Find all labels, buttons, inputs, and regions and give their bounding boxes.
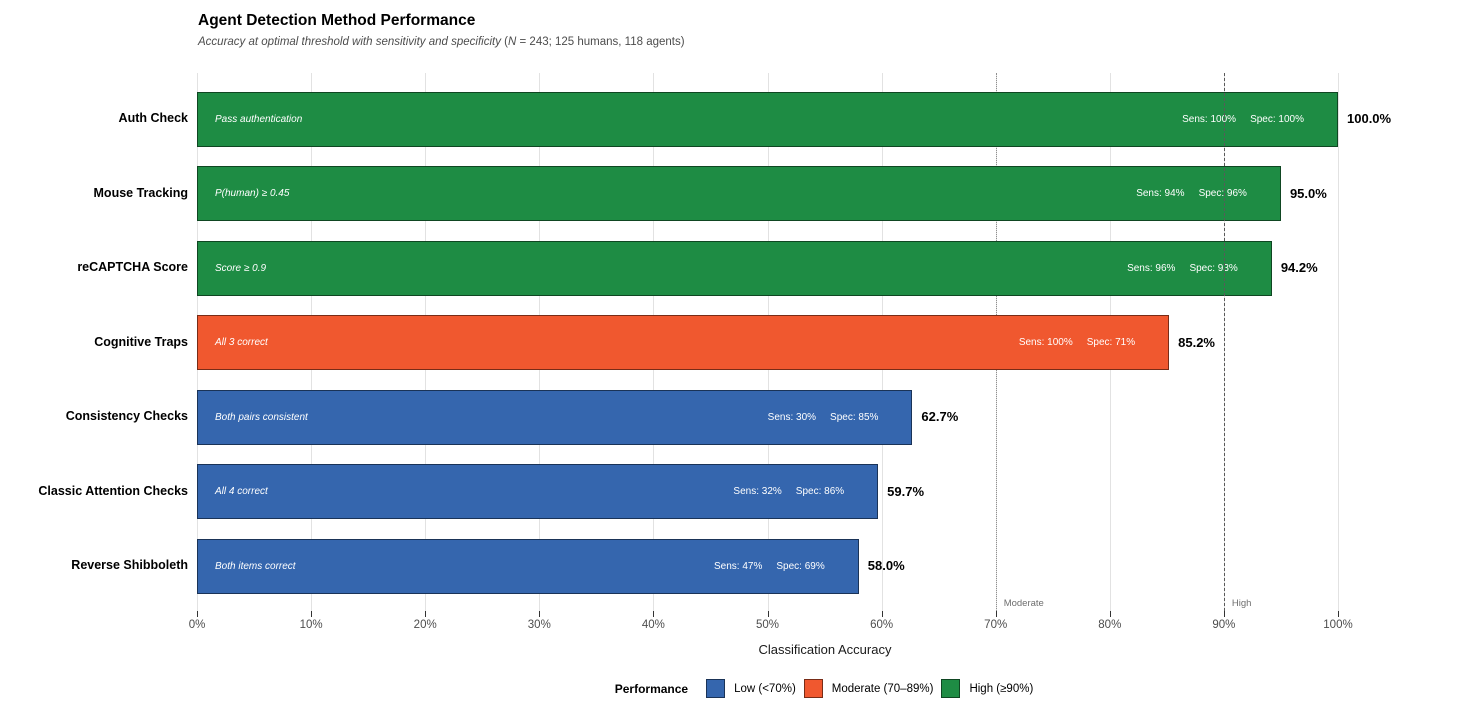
- x-tick-label: 40%: [641, 619, 665, 631]
- subtitle-n-symbol: N: [508, 36, 517, 48]
- sensitivity-value: Sens: 100%: [1182, 113, 1237, 125]
- legend-item-high: High (≥90%): [941, 679, 1033, 698]
- x-tick-label: 50%: [755, 619, 780, 631]
- bar-mouse-tracking: P(human) ≥ 0.45 Sens: 94% Spec: 96%: [197, 166, 1281, 222]
- x-tick: [197, 611, 198, 617]
- legend-label-high: High (≥90%): [969, 682, 1034, 695]
- bar-value-label: 100.0%: [1347, 111, 1392, 127]
- bar-sens-spec-label: Sens: 100% Spec: 100%: [1182, 114, 1304, 125]
- category-label-auth-check: Auth Check: [118, 111, 188, 126]
- threshold-label-high: High: [1231, 598, 1252, 609]
- x-tick: [653, 611, 655, 617]
- legend-swatch-low: [706, 679, 726, 698]
- category-label-cognitive-traps: Cognitive Traps: [94, 334, 188, 349]
- bar-condition-label: Score ≥ 0.9: [215, 262, 267, 274]
- specificity-value: Spec: 96%: [1198, 188, 1247, 200]
- x-tick: [767, 611, 769, 617]
- subtitle-main: Accuracy at optimal threshold with sensi…: [198, 36, 505, 48]
- specificity-value: Spec: 86%: [795, 486, 845, 498]
- specificity-value: Spec: 100%: [1250, 113, 1304, 125]
- x-tick-label: 10%: [299, 619, 323, 631]
- subtitle-note-open: (: [504, 36, 508, 48]
- x-tick-label: 30%: [527, 619, 551, 631]
- subtitle-note-rest: = 243; 125 humans, 118 agents): [516, 36, 685, 48]
- specificity-value: Spec: 85%: [830, 411, 879, 423]
- y-axis-labels: Auth Check Mouse Tracking reCAPTCHA Score C…: [0, 73, 188, 611]
- bar-value-label: 59.7%: [887, 483, 925, 499]
- bar-sens-spec-label: Sens: 47% Spec: 69%: [714, 561, 825, 572]
- bar-value-label: 95.0%: [1289, 185, 1327, 201]
- plot-panel: Moderate High Pass authentication Sens: 100…: [197, 73, 1339, 611]
- x-tick: [539, 611, 541, 617]
- x-tick: [995, 611, 997, 617]
- bar-value-label: 85.2%: [1178, 334, 1215, 350]
- bar-sens-spec-label: Sens: 100% Spec: 71%: [1019, 337, 1135, 348]
- category-label-reverse-shibboleth: Reverse Shibboleth: [71, 558, 188, 573]
- legend-label-moderate: Moderate (70–89%): [831, 682, 934, 695]
- x-tick: [425, 611, 427, 617]
- bar-condition-label: Both pairs consistent: [215, 411, 308, 423]
- bar-value-label: 94.2%: [1280, 260, 1318, 276]
- x-tick: [881, 611, 883, 617]
- x-tick-label: 0%: [188, 619, 206, 631]
- bar-cognitive-traps: All 3 correct Sens: 100% Spec: 71%: [197, 315, 1170, 371]
- x-tick-label: 100%: [1323, 619, 1353, 631]
- bar-sens-spec-label: Sens: 94% Spec: 96%: [1136, 188, 1247, 199]
- x-tick-label: 70%: [984, 619, 1008, 631]
- x-axis-title: Classification Accuracy: [758, 642, 892, 657]
- gridline-100%: [1338, 73, 1339, 611]
- bar-value-label: 58.0%: [867, 558, 905, 574]
- x-tick: [1223, 611, 1225, 617]
- sensitivity-value: Sens: 100%: [1018, 337, 1073, 349]
- bar-sens-spec-label: Sens: 30% Spec: 85%: [768, 412, 879, 423]
- bar-condition-label: Both items correct: [215, 560, 296, 572]
- x-tick-label: 80%: [1098, 619, 1122, 631]
- category-label-classic-attention-checks: Classic Attention Checks: [38, 483, 188, 498]
- bar-condition-label: Pass authentication: [215, 113, 303, 125]
- legend-label-low: Low (<70%): [734, 682, 796, 695]
- sensitivity-value: Sens: 96%: [1127, 262, 1176, 274]
- bar-condition-label: All 3 correct: [215, 337, 268, 349]
- x-tick-label: 20%: [413, 619, 437, 631]
- bar-sens-spec-label: Sens: 96% Spec: 93%: [1127, 263, 1238, 274]
- bar-condition-label: P(human) ≥ 0.45: [215, 188, 290, 200]
- legend-swatch-moderate: [803, 679, 823, 698]
- specificity-value: Spec: 71%: [1086, 337, 1136, 349]
- bar-reverse-shibboleth: Both items correct Sens: 47% Spec: 69%: [197, 538, 859, 594]
- bar-sens-spec-label: Sens: 32% Spec: 86%: [733, 486, 844, 497]
- legend-item-moderate: Moderate (70–89%): [803, 679, 934, 698]
- bar-auth-check: Pass authentication Sens: 100% Spec: 100%: [197, 91, 1338, 147]
- threshold-label-moderate: Moderate: [1003, 598, 1044, 609]
- x-tick-label: 60%: [870, 619, 894, 631]
- legend-swatch-high: [941, 679, 961, 698]
- legend-item-low: Low (<70%): [706, 679, 796, 698]
- bar-consistency-checks: Both pairs consistent Sens: 30% Spec: 85%: [197, 389, 913, 445]
- threshold-line-high: [1223, 73, 1225, 611]
- legend-title: Performance: [614, 681, 689, 696]
- bar-classic-attention-checks: All 4 correct Sens: 32% Spec: 86%: [197, 464, 879, 520]
- category-label-consistency-checks: Consistency Checks: [65, 409, 188, 424]
- specificity-value: Spec: 69%: [776, 560, 825, 572]
- chart-subtitle: Accuracy at optimal threshold with sensi…: [198, 36, 685, 48]
- sensitivity-value: Sens: 30%: [767, 411, 817, 423]
- bar-condition-label: All 4 correct: [215, 486, 268, 498]
- x-tick-label: 90%: [1212, 619, 1236, 631]
- sensitivity-value: Sens: 94%: [1136, 188, 1185, 200]
- category-label-mouse-tracking: Mouse Tracking: [93, 185, 188, 200]
- sensitivity-value: Sens: 32%: [733, 486, 782, 498]
- performance-legend: Performance Low (<70%) Moderate (70–89%) H…: [0, 679, 1479, 698]
- chart-title: Agent Detection Method Performance: [198, 12, 476, 29]
- x-tick: [1109, 611, 1111, 617]
- sensitivity-value: Sens: 47%: [714, 560, 763, 572]
- bar-value-label: 62.7%: [921, 409, 959, 425]
- x-tick: [311, 611, 313, 617]
- specificity-value: Spec: 93%: [1189, 262, 1238, 274]
- x-tick: [1338, 611, 1339, 617]
- category-label-recaptcha-score: reCAPTCHA Score: [77, 260, 188, 275]
- bar-recaptcha-score: Score ≥ 0.9 Sens: 96% Spec: 93%: [197, 240, 1272, 296]
